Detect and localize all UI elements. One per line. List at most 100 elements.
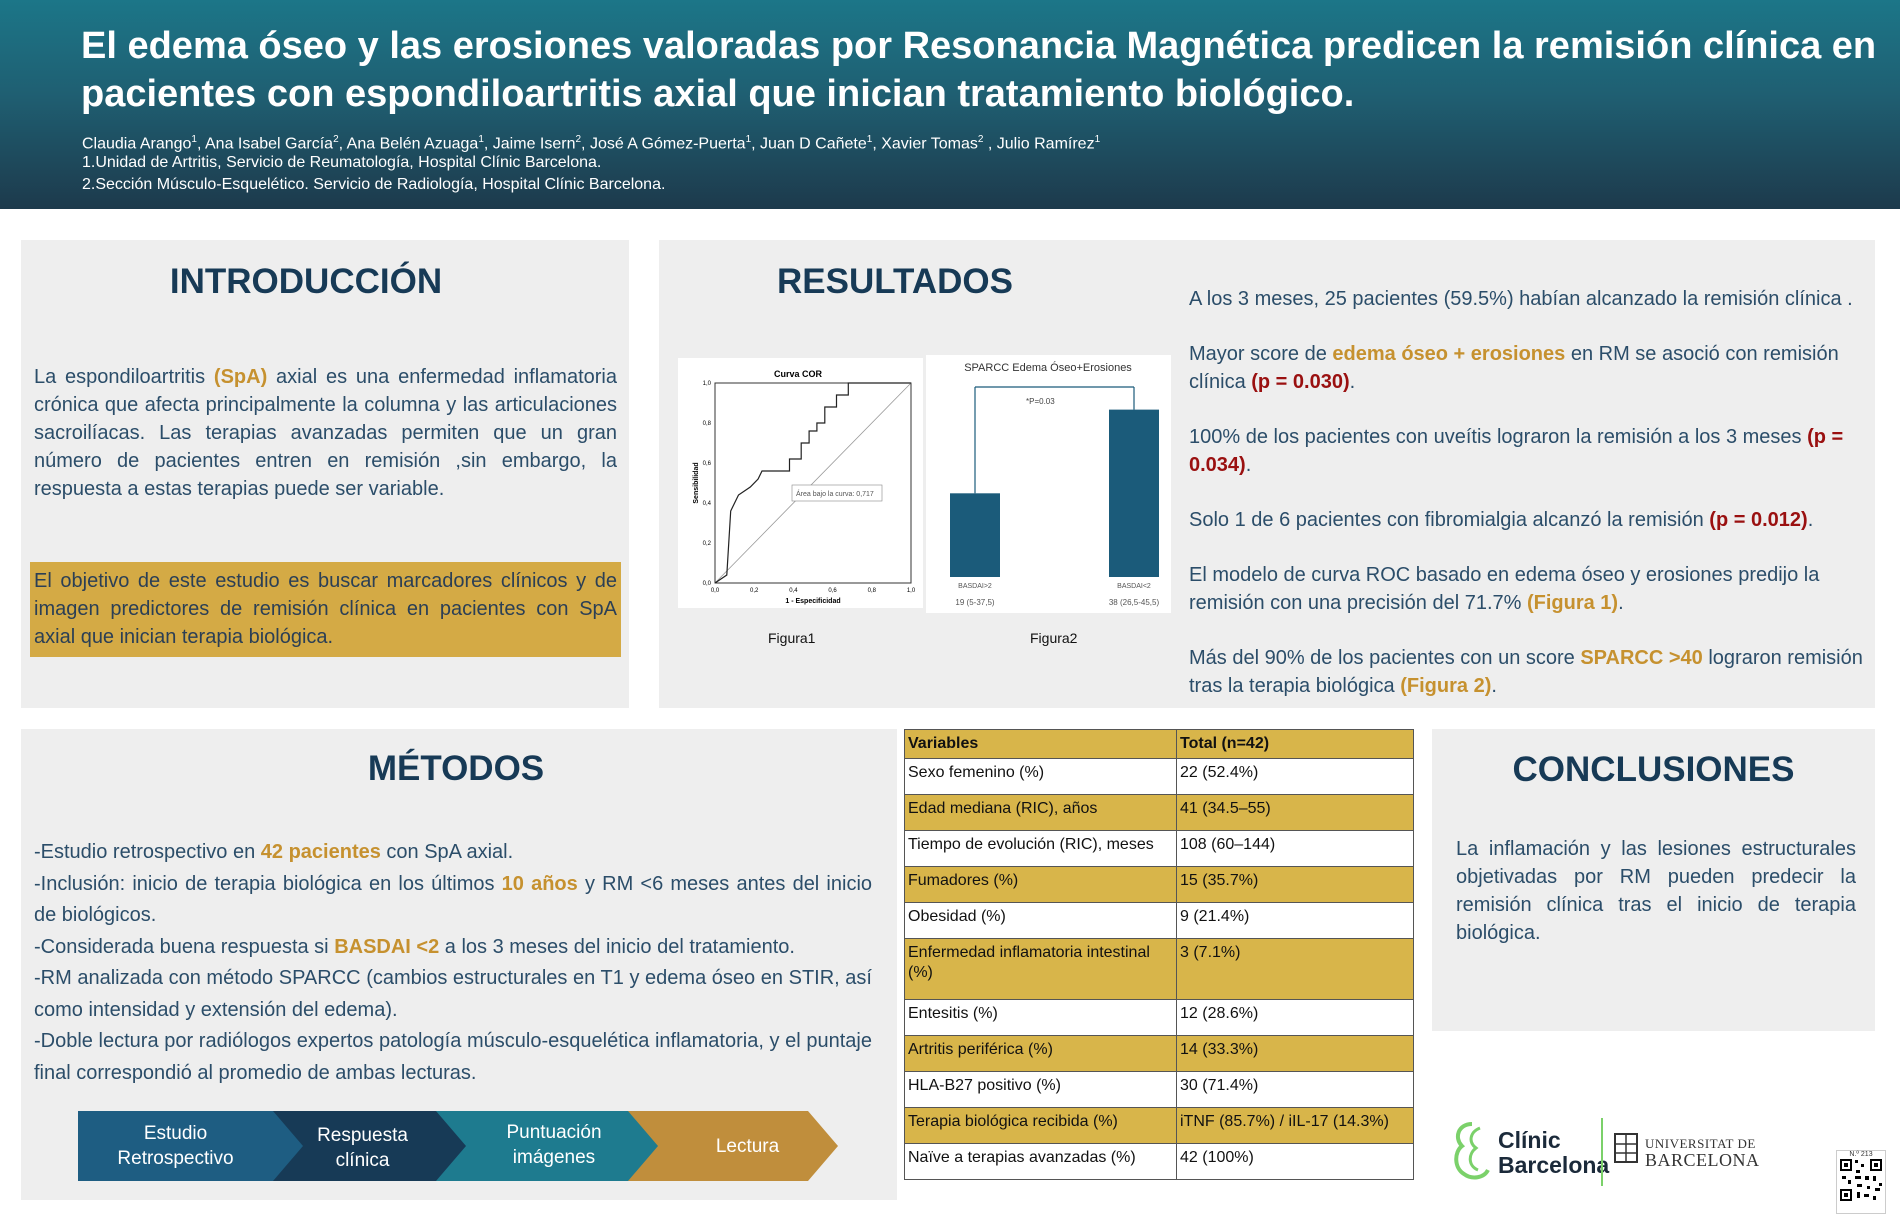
sparcc-sublabel: 38 (26,5-45,5) xyxy=(1109,598,1160,607)
author: Xavier Tomas xyxy=(881,135,978,153)
flow-step-respuesta xyxy=(253,1111,466,1181)
ub-logo-line1: UNIVERSITAT DE xyxy=(1645,1136,1756,1151)
ub-crest-icon xyxy=(1614,1133,1638,1163)
figure2-panel: SPARCC Edema Óseo+Erosiones *P=0.03 BASD… xyxy=(926,355,1171,613)
result-item: 100% de los pacientes con uveítis lograr… xyxy=(1189,426,1844,476)
sparcc-category-label: BASDAI>2 xyxy=(958,583,992,590)
roc-annotation-box xyxy=(791,484,883,502)
roc-x-tick: 1,0 xyxy=(907,588,916,594)
affiliation-2: 2.Sección Músculo-Esquelético. Servicio … xyxy=(82,176,666,193)
result-item: Solo 1 de 6 pacientes con fibromialgia a… xyxy=(1189,509,1814,531)
roc-y-tick: 0,6 xyxy=(703,461,712,467)
flow-label: Respuesta clínica xyxy=(317,1125,408,1171)
table-row: Artritis periférica (%) 14 (33.3%) xyxy=(904,1035,1414,1072)
poster-number: N.º 213 xyxy=(1849,1151,1873,1158)
conclusions-panel xyxy=(1432,729,1875,1031)
table-row: HLA-B27 positivo (%) 30 (71.4%) xyxy=(904,1071,1414,1108)
result-item: El modelo de curva ROC basado en edema ó… xyxy=(1189,564,1820,614)
methods-title: MÉTODOS xyxy=(367,749,545,788)
result-item: Más del 90% de los pacientes con un scor… xyxy=(1189,647,1863,697)
table-header-cell: Variables xyxy=(904,729,1177,759)
flow-step-lectura xyxy=(588,1111,838,1181)
objective-text: El objetivo de este estudio es buscar ma… xyxy=(34,570,617,648)
roc-y-tick: 0,8 xyxy=(703,421,712,427)
spa-highlight: (SpA) xyxy=(213,366,268,388)
poster-title: El edema óseo y las erosiones valoradas … xyxy=(81,25,1877,115)
flow-label: Estudio Retrospectivo xyxy=(117,1123,234,1169)
result-item: A los 3 meses, 25 pacientes (59.5%) habí… xyxy=(1189,288,1853,310)
sparcc-pvalue: *P=0.03 xyxy=(1026,397,1055,406)
method-item: -Considerada buena respuesta si BASDAI <… xyxy=(34,935,795,958)
intro-paragraph: La espondiloartritis (SpA) axial es una … xyxy=(34,366,617,500)
roc-xlabel: 1 - Especificidad xyxy=(785,598,840,605)
author: Ana Isabel García xyxy=(205,135,334,153)
roc-y-tick: 0,2 xyxy=(703,541,712,547)
sparcc-title: SPARCC Edema Óseo+Erosiones xyxy=(964,361,1132,374)
roc-y-tick: 0,0 xyxy=(703,581,712,587)
table-row: Obesidad (%) 9 (21.4%) xyxy=(904,902,1414,939)
roc-x-tick: 0,6 xyxy=(828,588,837,594)
clinic-logo-icon xyxy=(1454,1122,1490,1180)
method-flow xyxy=(78,1111,838,1181)
table-row: Sexo femenino (%) 22 (52.4%) xyxy=(904,758,1414,795)
roc-diagonal xyxy=(714,382,912,584)
figure2-caption: Figura2 xyxy=(1030,630,1078,646)
roc-y-tick: 1,0 xyxy=(703,381,712,387)
roc-y-tick: 0,4 xyxy=(703,501,712,507)
flow-label: Puntuación imágenes xyxy=(506,1122,602,1168)
roc-ticks: 0,00,0 0,2 0,2 0,4 0,4 0,6 0,6 0,8 0,8 1,0 1,0 xyxy=(703,381,916,594)
method-item: -Doble lectura por radiólogos expertos p… xyxy=(34,1030,872,1084)
logo-divider xyxy=(1601,1118,1603,1186)
demographics-table: Variables Total (n=42) Sexo femenino (%)… xyxy=(904,729,1414,1180)
sparcc-chart: SPARCC Edema Óseo+Erosiones *P=0.03 BASD… xyxy=(950,361,1160,607)
roc-title: Curva COR xyxy=(774,369,823,379)
roc-chart: Curva COR 0,00,0 0,2 0,2 0,4 0,4 0,6 0,6 0,8 0,8… xyxy=(693,369,916,605)
roc-x-tick: 0,4 xyxy=(789,588,798,594)
conclusions-text: La inflamación y las lesiones estructura… xyxy=(1456,838,1856,944)
table-row: Edad mediana (RIC), años 41 (34.5–55) xyxy=(904,794,1414,831)
method-item: -Inclusión: inicio de terapia biológica … xyxy=(34,872,873,927)
roc-ylabel: Sensibilidad xyxy=(693,462,700,503)
results-title: RESULTADOS xyxy=(777,262,1013,301)
sparcc-sublabel: 19 (5-37,5) xyxy=(955,598,994,607)
method-item: -RM analizada con método SPARCC (cambios… xyxy=(34,967,872,1021)
roc-x-tick: 0,0 xyxy=(711,588,720,594)
figure1-caption: Figura1 xyxy=(768,630,816,646)
roc-plot-frame xyxy=(714,382,912,584)
result-item: Mayor score de edema óseo + erosiones en… xyxy=(1189,343,1839,393)
flow-step-estudio xyxy=(78,1111,303,1181)
author: Julio Ramírez xyxy=(996,135,1095,153)
author: Jaime Isern xyxy=(492,135,576,153)
table-row: Fumadores (%) 15 (35.7%) xyxy=(904,866,1414,903)
table-row: Enfermedad inflamatoria intestinal (%) 3 … xyxy=(904,938,1414,1000)
table-row: Tiempo de evolución (RIC), meses 108 (60–… xyxy=(904,830,1414,867)
clinic-logo-line2: Barcelona xyxy=(1498,1152,1610,1178)
table-row: Naïve a terapias avanzadas (%) 42 (100%) xyxy=(904,1143,1414,1180)
sparcc-bar xyxy=(1109,409,1159,577)
ub-logo-line2: BARCELONA xyxy=(1645,1150,1760,1170)
roc-curve xyxy=(714,382,911,584)
roc-x-tick: 0,2 xyxy=(750,588,759,594)
table-row: Terapia biológica recibida (%) iTNF (85.7… xyxy=(904,1107,1414,1144)
sparcc-category-label: BASDAI<2 xyxy=(1117,583,1151,590)
table-header-row: Variables Total (n=42) xyxy=(904,729,1414,759)
table-row: Entesitis (%) 12 (28.6%) xyxy=(904,999,1414,1036)
flow-label: Lectura xyxy=(715,1135,780,1157)
author: Ana Belén Azuaga xyxy=(346,135,479,153)
intro-title: INTRODUCCIÓN xyxy=(169,262,443,301)
author: Juan D Cañete xyxy=(760,135,867,153)
flow-step-puntuacion xyxy=(409,1111,658,1181)
figure1-panel: Curva COR 0,0 0,0 0,2 0,2 0,4 0,4 0,6 0,6 0,8 0,8… xyxy=(678,358,923,608)
sparcc-bar xyxy=(950,493,1000,577)
roc-x-tick: 0,8 xyxy=(868,588,877,594)
methods-list: -Estudio retrospectivo en 42 pacientes c… xyxy=(34,837,872,1089)
affiliation-1: 1.Unidad de Artritis, Servicio de Reumat… xyxy=(82,154,602,171)
author: Claudia Arango xyxy=(82,135,192,153)
conclusions-title: CONCLUSIONES xyxy=(1512,750,1795,789)
sparcc-bars xyxy=(950,409,1159,577)
clinic-logo-line1: Clínic xyxy=(1498,1127,1561,1153)
author: José A Gómez-Puerta xyxy=(589,135,746,153)
table-header-cell: Total (n=42) xyxy=(1176,729,1414,759)
roc-annotation: Área bajo la curva: 0,717 xyxy=(796,489,874,498)
method-item: -Estudio retrospectivo en 42 pacientes c… xyxy=(34,841,514,863)
